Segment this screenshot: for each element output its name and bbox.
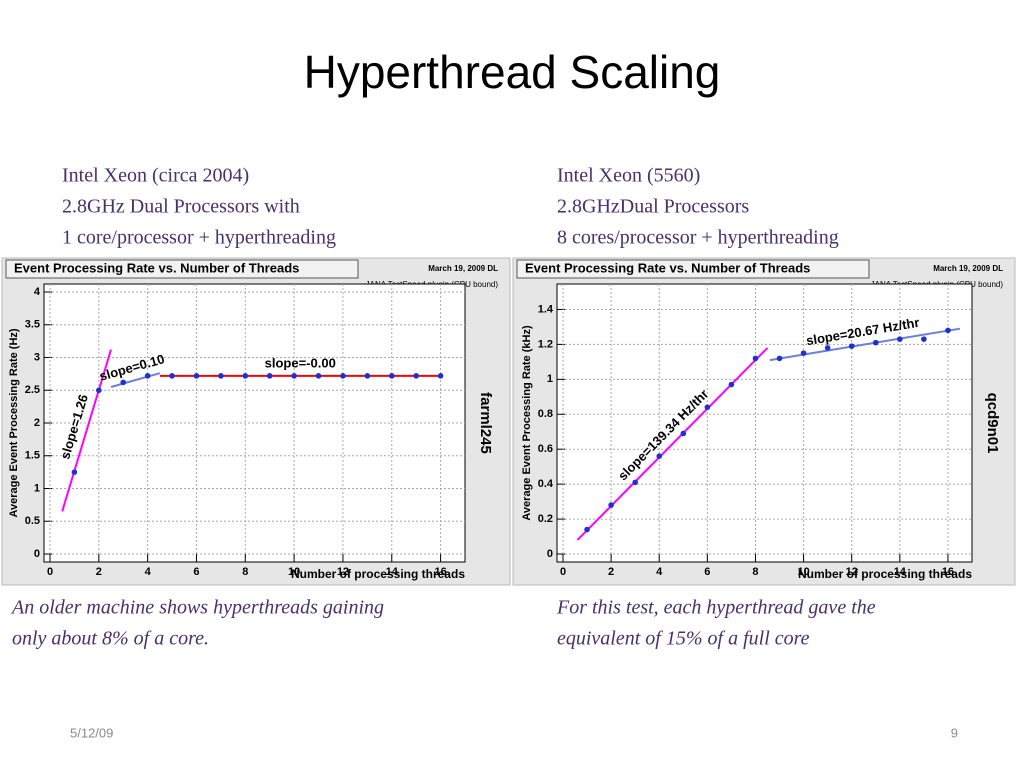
data-point [632, 479, 638, 486]
x-axis-label: Number of processing threads [798, 567, 972, 581]
x-axis-label: Number of processing threads [291, 567, 465, 581]
data-point [96, 387, 102, 394]
x-tick-label: 8 [752, 566, 758, 578]
page-number: 9 [951, 725, 958, 740]
data-point [680, 430, 687, 437]
side-label: qcd9n01 [984, 393, 1001, 454]
y-tick-label: 4 [34, 286, 41, 298]
x-tick-label: 16 [434, 566, 446, 578]
data-point [897, 336, 903, 342]
side-label: farml245 [477, 392, 494, 454]
y-axis-label: Average Event Processing Rate (Hz) [8, 328, 20, 517]
x-tick-label: 12 [337, 566, 349, 578]
y-tick-label: 0 [34, 548, 40, 560]
y-tick-label: 0 [547, 548, 553, 560]
heading-line: 2.8GHzDual Processors [557, 196, 749, 218]
data-point [752, 355, 759, 362]
data-point [193, 373, 200, 379]
y-tick-label: 1.4 [538, 303, 554, 315]
data-point [872, 339, 879, 346]
x-tick-label: 14 [894, 566, 907, 578]
y-tick-label: 2.5 [25, 384, 40, 396]
caption-line: For this test, each hyperthread gave the [556, 597, 876, 619]
slide-date: 5/12/09 [70, 725, 113, 740]
data-point [800, 350, 807, 356]
caption-line: equivalent of 15% of a full core [557, 628, 810, 650]
data-point [704, 404, 711, 411]
heading-line: Intel Xeon (circa 2004) [62, 165, 249, 187]
x-tick-label: 10 [797, 566, 809, 578]
title-box [5, 259, 359, 279]
heading-line: 8 cores/processor + hyperthreading [557, 227, 839, 249]
caption-line: only about 8% of a core. [12, 628, 209, 650]
y-tick-label: 0.8 [538, 408, 553, 420]
y-tick-label: 3.5 [25, 319, 40, 331]
y-axis-label: Average Event Processing Rate (kHz) [521, 325, 533, 521]
y-tick-label: 1.2 [538, 338, 553, 350]
heading-line: 1 core/processor + hyperthreading [62, 227, 336, 249]
data-point [824, 345, 831, 351]
data-point [776, 355, 783, 362]
x-tick-label: 16 [942, 566, 954, 578]
y-tick-label: 2 [34, 417, 40, 429]
data-point [120, 379, 127, 386]
y-tick-label: 1 [34, 482, 40, 494]
data-point [848, 343, 855, 349]
x-tick-label: 4 [145, 566, 152, 578]
data-point [656, 453, 663, 459]
data-point [291, 373, 297, 379]
x-tick-label: 2 [608, 566, 614, 578]
chart-title: Event Processing Rate vs. Number of Thre… [14, 260, 299, 275]
x-tick-label: 14 [386, 566, 399, 578]
y-tick-label: 0.2 [538, 513, 553, 525]
fit-label: slope=-0.00 [265, 355, 336, 370]
data-point [144, 373, 151, 379]
data-point [437, 373, 444, 379]
x-tick-label: 0 [560, 566, 566, 578]
chart-date: March 19, 2009 DL [428, 264, 498, 273]
data-point [728, 381, 735, 388]
data-point [608, 502, 614, 508]
y-tick-label: 0.4 [538, 478, 554, 490]
data-point [71, 469, 78, 475]
data-point [266, 373, 273, 379]
y-tick-label: 1.5 [25, 450, 40, 462]
x-tick-label: 2 [96, 566, 102, 578]
x-tick-label: 10 [288, 566, 300, 578]
data-point [364, 373, 371, 379]
data-point [218, 373, 224, 379]
data-point [921, 336, 927, 342]
chart-title: Event Processing Rate vs. Number of Thre… [525, 260, 810, 275]
y-tick-label: 0.5 [25, 515, 40, 527]
x-tick-label: 8 [242, 566, 248, 578]
slide-title: Hyperthread Scaling [304, 46, 721, 98]
y-tick-label: 1 [547, 373, 553, 385]
fit-line [576, 347, 769, 541]
x-tick-label: 12 [846, 566, 858, 578]
data-point [242, 373, 249, 379]
x-tick-label: 0 [47, 566, 53, 578]
plot-area [556, 283, 973, 563]
title-box [516, 259, 870, 279]
chart-date: March 19, 2009 DL [933, 264, 1003, 273]
x-tick-label: 4 [656, 566, 663, 578]
data-point [584, 526, 590, 533]
caption-line: An older machine shows hyperthreads gain… [10, 597, 384, 619]
y-tick-label: 0.6 [538, 443, 553, 455]
x-tick-label: 6 [704, 566, 710, 578]
heading-line: Intel Xeon (5560) [557, 165, 700, 187]
y-tick-label: 3 [34, 351, 40, 363]
data-point [340, 373, 346, 379]
fit-line [61, 349, 112, 512]
fit-line [110, 372, 161, 388]
data-point [315, 373, 322, 379]
data-point [169, 373, 175, 379]
data-point [413, 373, 419, 379]
x-tick-label: 6 [193, 566, 199, 578]
data-point [945, 327, 951, 334]
data-point [388, 373, 395, 379]
heading-line: 2.8GHz Dual Processors with [62, 196, 300, 218]
